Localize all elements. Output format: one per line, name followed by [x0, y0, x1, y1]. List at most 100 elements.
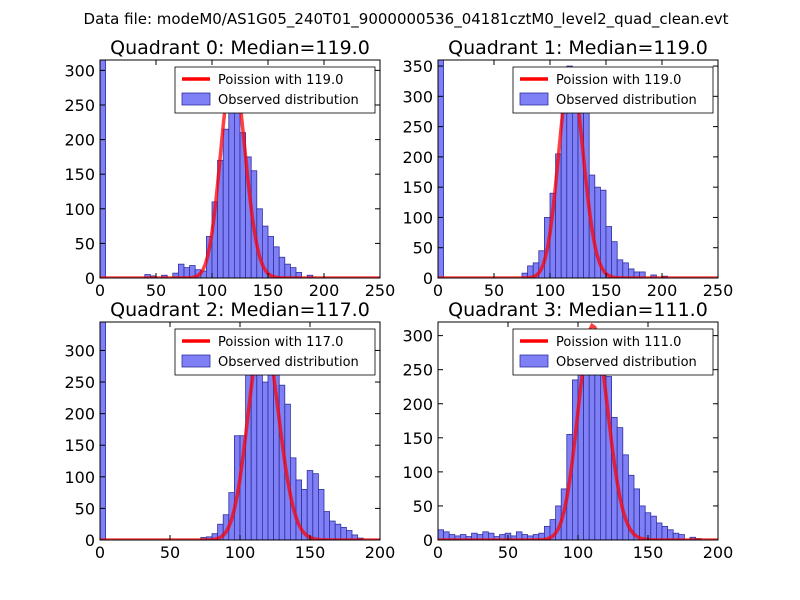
y-tick-label: 100: [64, 200, 95, 219]
histogram-bar: [438, 60, 444, 278]
quadrant-title: Quadrant 3: Median=111.0: [448, 299, 708, 321]
legend: Poission with 119.0 Observed distribution: [174, 66, 376, 114]
y-tick-label: 300: [64, 341, 95, 360]
y-tick-label: 0: [423, 269, 433, 288]
histogram-bar: [323, 511, 330, 540]
legend: Poission with 119.0 Observed distribution: [512, 66, 714, 114]
x-tick-label: 200: [309, 281, 340, 300]
histogram-bar: [273, 246, 280, 278]
y-tick-label: 50: [413, 239, 433, 258]
histogram-bar: [611, 241, 618, 278]
legend-line-label: Poission with 119.0: [556, 73, 681, 88]
histogram-bar: [639, 271, 646, 278]
axes-frame: [99, 59, 381, 279]
legend-bar-label: Observed distribution: [556, 355, 697, 370]
y-tick-label: 350: [402, 57, 433, 76]
histogram-bar: [650, 515, 657, 540]
histogram-bar: [633, 488, 640, 540]
x-tick-label: 0: [95, 543, 105, 562]
y-tick-label: 150: [64, 436, 95, 455]
figure-suptitle: Data file: modeM0/AS1G05_240T01_90000005…: [84, 10, 729, 29]
histogram-bar: [329, 520, 336, 540]
histogram-bar: [233, 111, 241, 278]
x-tick-label: 100: [197, 281, 228, 300]
histogram-bar: [317, 489, 325, 540]
histogram-bar: [267, 236, 274, 278]
x-tick-label: 50: [160, 543, 180, 562]
y-tick-label: 100: [402, 208, 433, 227]
y-tick-label: 200: [402, 395, 433, 414]
x-tick-label: 100: [563, 543, 594, 562]
x-tick-label: 0: [433, 543, 443, 562]
y-tick-label: 50: [75, 234, 95, 253]
legend-bar-label: Observed distribution: [556, 93, 697, 108]
y-tick-label: 100: [402, 463, 433, 482]
legend-bar-swatch: [519, 92, 549, 106]
y-tick-label: 250: [402, 118, 433, 137]
quadrant-0-panel: 0 50 100 150 200 250 0 50 100 150 200 250 300 Quadran…: [64, 37, 395, 300]
y-tick-label: 250: [402, 361, 433, 380]
y-tick-label: 150: [402, 178, 433, 197]
poisson-curve: [438, 322, 718, 540]
x-tick-label: 150: [633, 543, 664, 562]
histogram-bar: [306, 470, 314, 540]
quadrant-title: Quadrant 1: Median=119.0: [448, 37, 708, 59]
histogram-bar: [278, 256, 286, 278]
legend: Poission with 111.0 Observed distribution: [512, 328, 714, 376]
histogram-bar: [256, 346, 263, 540]
histogram-bar: [222, 128, 230, 278]
legend: Poission with 117.0 Observed distribution: [174, 328, 376, 376]
quadrant-1-panel: 0 50 100 150 200 250 0 50 100 150 200 250 300 350 Quad…: [402, 37, 733, 300]
legend-line-label: Poission with 119.0: [218, 73, 343, 88]
histogram-bar: [639, 505, 646, 540]
legend-bar-label: Observed distribution: [218, 93, 359, 108]
y-tick-label: 300: [402, 327, 433, 346]
histogram-bar: [340, 526, 347, 540]
y-tick-label: 0: [85, 531, 95, 550]
histogram-bar: [177, 263, 185, 278]
x-tick-label: 100: [535, 281, 566, 300]
x-tick-label: 50: [146, 281, 166, 300]
y-tick-label: 0: [85, 269, 95, 288]
x-tick-label: 0: [95, 281, 105, 300]
histogram-bar: [351, 534, 358, 540]
y-tick-label: 150: [64, 165, 95, 184]
x-tick-label: 50: [484, 281, 504, 300]
axes-frame: [437, 59, 719, 279]
histogram-bar: [295, 272, 302, 278]
x-tick-label: 250: [703, 281, 734, 300]
histogram-bar: [284, 263, 291, 278]
y-tick-label: 100: [64, 468, 95, 487]
y-tick-label: 250: [64, 373, 95, 392]
legend-bar-swatch: [181, 354, 211, 368]
x-tick-label: 150: [253, 281, 284, 300]
histogram-bar: [594, 365, 601, 540]
x-tick-label: 100: [225, 543, 256, 562]
histogram-bar: [661, 525, 668, 540]
histogram-bar: [100, 322, 106, 540]
histogram-bar: [622, 262, 629, 278]
x-tick-label: 150: [591, 281, 622, 300]
y-tick-label: 300: [64, 61, 95, 80]
x-tick-label: 200: [647, 281, 678, 300]
histogram-bar: [334, 523, 342, 540]
x-tick-label: 0: [433, 281, 443, 300]
legend-line-label: Poission with 111.0: [556, 335, 681, 350]
y-tick-label: 150: [402, 429, 433, 448]
x-tick-label: 50: [498, 543, 518, 562]
legend-bar-swatch: [519, 354, 549, 368]
y-tick-label: 200: [64, 131, 95, 150]
x-tick-label: 150: [295, 543, 326, 562]
y-tick-label: 50: [75, 499, 95, 518]
x-tick-label: 250: [365, 281, 396, 300]
histogram-bar: [583, 348, 590, 540]
histogram-bar: [261, 381, 269, 540]
histogram-bar: [616, 259, 624, 278]
quadrant-2-panel: 0 50 100 150 200 0 50 100 150 200 250 300 Quadrant 2…: [64, 299, 395, 562]
histogram-bar: [605, 226, 612, 278]
legend-bar-swatch: [181, 92, 211, 106]
y-tick-label: 0: [423, 531, 433, 550]
legend-bar-label: Observed distribution: [218, 355, 359, 370]
legend-line-label: Poission with 117.0: [218, 335, 343, 350]
